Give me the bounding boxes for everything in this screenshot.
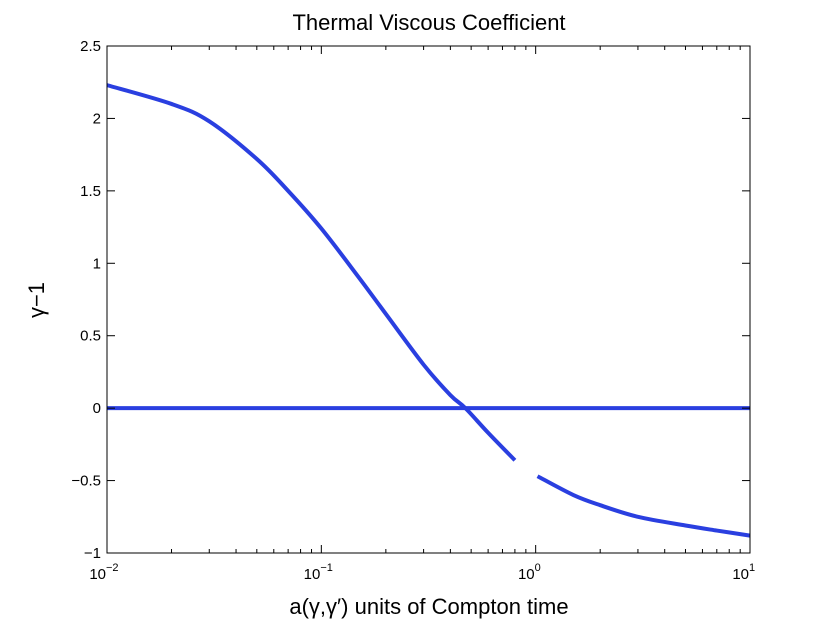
x-tick-label-base: 10: [732, 566, 749, 583]
x-tick-label: 10 −1: [304, 562, 333, 583]
x-tick-label: 10 0: [518, 562, 541, 583]
y-tick-label: 0.5: [80, 328, 101, 345]
y-tick-label: 0: [93, 400, 101, 417]
series-line-gamma-minus-one-tail: [536, 474, 751, 538]
y-tick-label: 1: [93, 255, 101, 272]
y-tick-label: 2.5: [80, 38, 101, 55]
plot-series-group: [106, 83, 751, 538]
x-tick-label-base: 10: [89, 566, 106, 583]
x-tick-label-exponent: −2: [106, 562, 119, 574]
x-tick-label-base: 10: [304, 566, 321, 583]
y-tick-label: 2: [93, 110, 101, 127]
tick-labels-group: −1−0.500.511.522.510 −2 10 −1 10 0 10 1: [71, 38, 755, 583]
x-tick-label-base: 10: [518, 566, 535, 583]
axis-ticks-group: [106, 45, 751, 554]
y-axis-title: γ−1: [24, 282, 49, 318]
x-tick-label: 10 −2: [89, 562, 118, 583]
y-tick-label: −1: [84, 545, 101, 562]
plot-frame: [106, 45, 751, 554]
chart-title: Thermal Viscous Coefficient: [292, 10, 565, 35]
y-tick-label: −0.5: [71, 473, 101, 490]
x-tick-label: 10 1: [732, 562, 755, 583]
x-tick-label-exponent: 0: [535, 562, 541, 574]
series-line-gamma-minus-one: [106, 83, 517, 462]
x-tick-label-exponent: 1: [749, 562, 755, 574]
x-tick-label-exponent: −1: [320, 562, 333, 574]
y-tick-label: 1.5: [80, 183, 101, 200]
x-axis-title: a(γ,γ′) units of Compton time: [289, 594, 568, 619]
